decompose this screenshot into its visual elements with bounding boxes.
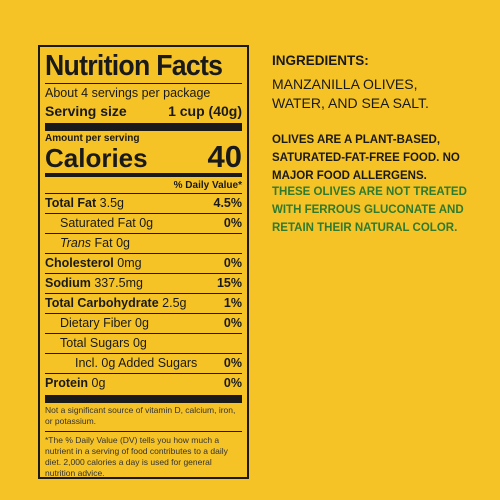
serving-size-label: Serving size [45,103,127,119]
nutrient-row: Total Sugars 0g [45,336,242,350]
daily-value: 1% [223,296,242,310]
footnote: Not a significant source of vitamin D, c… [45,405,236,426]
nutrition-label: Nutrition Facts About 4 servings per pac… [38,45,249,479]
servings-text: About 4 servings per package [45,86,211,100]
nutrient: Sodium 337.5mg [45,276,143,290]
nutrient-amount: 337.5mg [94,276,143,290]
daily-value: 0% [223,256,242,270]
ingredients-note: THESE OLIVES ARE NOT TREATED WITH FERROU… [272,186,467,234]
nutrient: Protein 0g [45,376,105,390]
nutrient-name: Total Fat [45,196,97,210]
nutrient-name: Protein [45,376,89,390]
dv-header-text: % Daily Value* [173,180,242,191]
nutrient: Total Carbohydrate 2.5g [45,296,187,310]
nutrient: Saturated Fat 0g [45,216,153,230]
nutrient-row: Sodium 337.5mg 15% [45,276,242,290]
nutrient-row: Dietary Fiber 0g 0% [45,316,242,330]
nutrient-name: Trans [60,236,92,250]
nutrient-name: Saturated Fat [60,216,136,230]
nutrient-amount: 0g [132,336,147,350]
serving-size: Serving size 1 cup (40g) [45,103,242,119]
rule [45,123,242,131]
footnote: *The % Daily Value (DV) tells you how mu… [45,435,228,478]
nutrient: Trans Fat 0g [45,236,130,250]
nutrient: Dietary Fiber 0g [45,316,149,330]
rule [45,173,242,177]
ingredients-heading: INGREDIENTS: [272,53,369,68]
nutrient-name: Incl. 0g Added Sugars [75,356,198,370]
ingredients-text: MANZANILLA OLIVES, WATER, AND SEA SALT. [272,76,429,111]
daily-value: 4.5% [213,196,243,210]
nutrient: Cholesterol 0mg [45,256,142,270]
nutrient-row: Total Carbohydrate 2.5g 1% [45,296,242,310]
calories-label: Calories [45,143,148,173]
nutrient-amount: 0g [116,236,130,250]
rule [45,431,242,432]
rule [45,395,242,403]
calories: Calories 40 [45,139,242,175]
nutrient-row: Total Fat 3.5g 4.5% [45,196,242,210]
nutrient-row: Saturated Fat 0g 0% [45,216,242,230]
nutrient: Total Fat 3.5g [45,196,124,210]
nutrient-amount: 0g [135,316,149,330]
rule [45,353,242,354]
nutrient-name: Total Sugars [60,336,130,350]
rule [45,193,242,194]
rule [45,83,242,84]
daily-value: 0% [223,216,242,230]
daily-value: 0% [223,316,242,330]
nutrient-row: Trans Fat 0g [45,236,242,250]
nutrient-amount: 0g [139,216,154,230]
nutrient-amount: 3.5g [99,196,124,210]
nutrient-amount: 0g [91,376,106,390]
nutrient-amount: 2.5g [162,296,187,310]
nutrient-name: Cholesterol [45,256,114,270]
rule [45,213,242,214]
amount-per-serving-text: Amount per serving [45,133,140,144]
daily-value: 15% [216,276,242,290]
nutrient-row: Protein 0g 0% [45,376,242,390]
rule [45,233,242,234]
nutrient-name: Fat [94,236,113,250]
rule [45,253,242,254]
nutrient-row: Cholesterol 0mg 0% [45,256,242,270]
daily-value: 0% [223,376,242,390]
daily-value: 0% [223,356,242,370]
rule [45,373,242,374]
serving-size-value: 1 cup (40g) [168,103,242,119]
nutrient-amount: 0mg [117,256,142,270]
calories-value: 40 [207,139,242,174]
nutrient: Total Sugars 0g [45,336,147,350]
nutrient-name: Sodium [45,276,91,290]
nutrient-row: Incl. 0g Added Sugars 0% [45,356,242,370]
amount-per-serving: Amount per serving [45,133,242,144]
nutrient-name: Total Carbohydrate [45,296,159,310]
rule [45,273,242,274]
ingredients-note: OLIVES ARE A PLANT-BASED, SATURATED-FAT-… [272,134,460,182]
servings: About 4 servings per package [45,86,242,100]
dv-header: % Daily Value* [45,180,242,191]
rule [45,333,242,334]
rule [45,293,242,294]
nutrient: Incl. 0g Added Sugars [45,356,197,370]
label-title: Nutrition Facts [45,50,223,82]
rule [45,313,242,314]
nutrient-name: Dietary Fiber [60,316,132,330]
